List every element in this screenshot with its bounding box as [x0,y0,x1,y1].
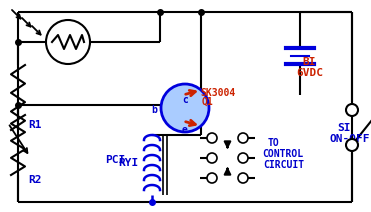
Text: R1: R1 [28,120,42,130]
Circle shape [238,153,248,163]
Circle shape [238,173,248,183]
Text: TO: TO [268,138,280,148]
Circle shape [346,104,358,116]
Text: Q1: Q1 [202,97,214,107]
Text: RYI: RYI [118,158,138,168]
Circle shape [207,153,217,163]
Text: c: c [182,95,188,105]
Circle shape [207,133,217,143]
Text: SK3004: SK3004 [200,88,235,98]
Text: PCI: PCI [105,155,125,165]
Text: b: b [151,105,157,115]
Text: 6VDC: 6VDC [296,68,323,78]
Text: CIRCUIT: CIRCUIT [263,160,304,170]
Text: e: e [182,125,188,135]
Text: SI: SI [337,123,351,133]
Circle shape [346,139,358,151]
Text: BI: BI [302,57,315,67]
Circle shape [238,133,248,143]
Circle shape [161,84,209,132]
Text: R2: R2 [28,175,42,185]
Text: CONTROL: CONTROL [262,149,303,159]
Circle shape [207,173,217,183]
Text: ON-OFF: ON-OFF [330,134,371,144]
